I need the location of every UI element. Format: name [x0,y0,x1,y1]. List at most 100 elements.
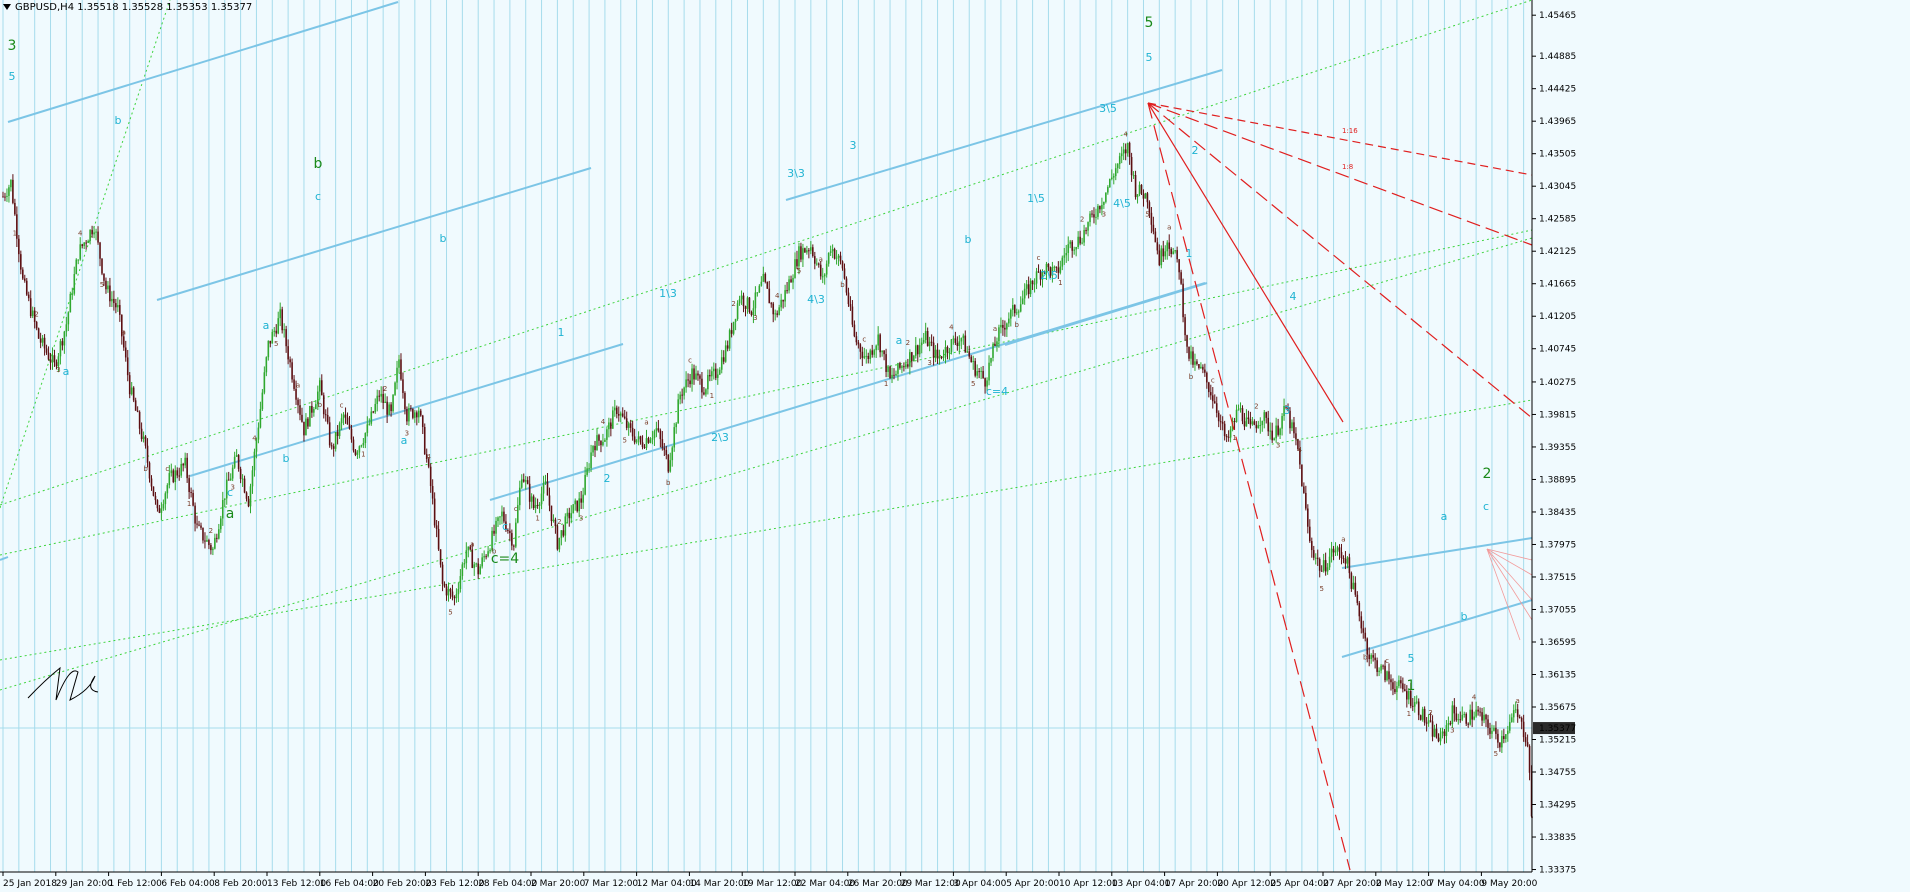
candle-body [1499,742,1501,748]
candle-body [669,460,672,472]
candle-body [509,530,511,534]
candle-body [1516,709,1519,717]
candle-body [843,268,846,279]
candle-body [237,455,240,469]
candle-body [1152,224,1155,232]
candle-body [184,457,186,466]
candle-body [861,351,864,358]
x-tick-label: 1 Feb 12:00 [109,879,163,889]
candle-body [810,247,812,251]
wave-label-minor: 3 [1102,210,1106,218]
candle-body [1045,263,1048,273]
candle-body [1109,179,1111,188]
candle-body [1122,149,1125,154]
candle-body [815,263,818,265]
dropdown-icon[interactable] [3,4,11,10]
wave-labels: 3bac=45215abcabcab11\32\3c23\334\353\51\… [8,15,1520,758]
candle-body [956,342,959,347]
candle-body [1065,252,1068,256]
candle-body [1394,689,1396,693]
dotted-trendline [0,399,1533,661]
candle-body [263,372,266,393]
candle-body [1356,594,1359,603]
candle-body [667,454,670,472]
candle-body [530,496,533,502]
x-tick-label: 27 Apr 20:00 [1323,879,1382,889]
candle-body [1465,713,1468,724]
candle-body [1386,671,1388,681]
y-tick-label: 1.37975 [1539,540,1576,550]
candle-body [1362,628,1365,633]
wave-label-minor: c [1211,377,1215,385]
candle-body [610,422,612,429]
candle-body [1445,725,1448,737]
candle-body [1489,727,1491,734]
candle-body [756,292,759,294]
candle-body [457,588,460,595]
wave-label-cyan: 3 [1284,404,1291,417]
candle-body [1235,409,1238,422]
wave-label-minor: 2 [383,385,387,393]
candle-body [633,436,636,443]
fib-label: 1:8 [1342,163,1353,171]
candle-body [332,446,335,449]
y-tick-label: 1.40745 [1539,345,1576,355]
candle-body [501,511,503,517]
candle-body [1103,201,1105,205]
candle-body [817,263,820,265]
candle-body [121,314,123,337]
wave-label-minor: 4 [775,292,780,300]
channel-line [156,167,592,301]
candle-body [1487,719,1489,728]
candle-body [687,379,689,381]
candle-body [196,523,198,525]
candle-body [1491,730,1493,734]
candle-body [22,269,24,279]
candle-body [398,359,400,368]
candle-body [616,407,618,414]
candle-body [27,294,30,299]
candle-body [760,281,763,286]
current-price-label: 1.35377 [1539,724,1576,734]
candle-body [1368,654,1370,660]
candle-body [334,432,337,449]
candle-body [1451,705,1454,724]
candle-body [1037,271,1040,273]
candle-body [893,374,895,376]
wave-label-minor: a [1516,697,1520,705]
candle-body [342,414,345,419]
candle-body [1219,421,1222,423]
candle-body [1411,705,1414,707]
candle-body [297,399,299,406]
candle-body [4,196,6,198]
candle-body [942,356,945,358]
candle-body [1514,709,1517,711]
candle-body [538,504,541,506]
candle-body [621,413,624,417]
wave-label-cyan: b [440,232,447,245]
candle-body [132,387,135,401]
wave-label-major: 2 [1483,466,1492,482]
candle-body [1023,288,1026,299]
candle-body [439,549,442,565]
candle-body [1194,361,1196,365]
chart-title[interactable]: GBPUSD,H4 1.35518 1.35528 1.35353 1.3537… [3,2,252,13]
wave-label-minor: a [644,418,648,426]
candle-body [513,545,515,547]
wave-label-major: a [226,506,235,522]
wave-label-cyan: c [315,190,321,203]
candle-body [117,305,119,308]
candle-body [1259,424,1262,426]
candle-body [1421,708,1424,720]
wave-label-minor: 2 [1080,215,1084,223]
candle-body [1360,616,1363,629]
candle-body [974,360,976,376]
candle-body [920,342,923,346]
candle-body [1192,351,1194,365]
candle-body [471,549,474,568]
candle-body [344,414,347,418]
candle-body [1366,638,1369,655]
candle-body [774,313,776,315]
candle-body [776,313,778,315]
